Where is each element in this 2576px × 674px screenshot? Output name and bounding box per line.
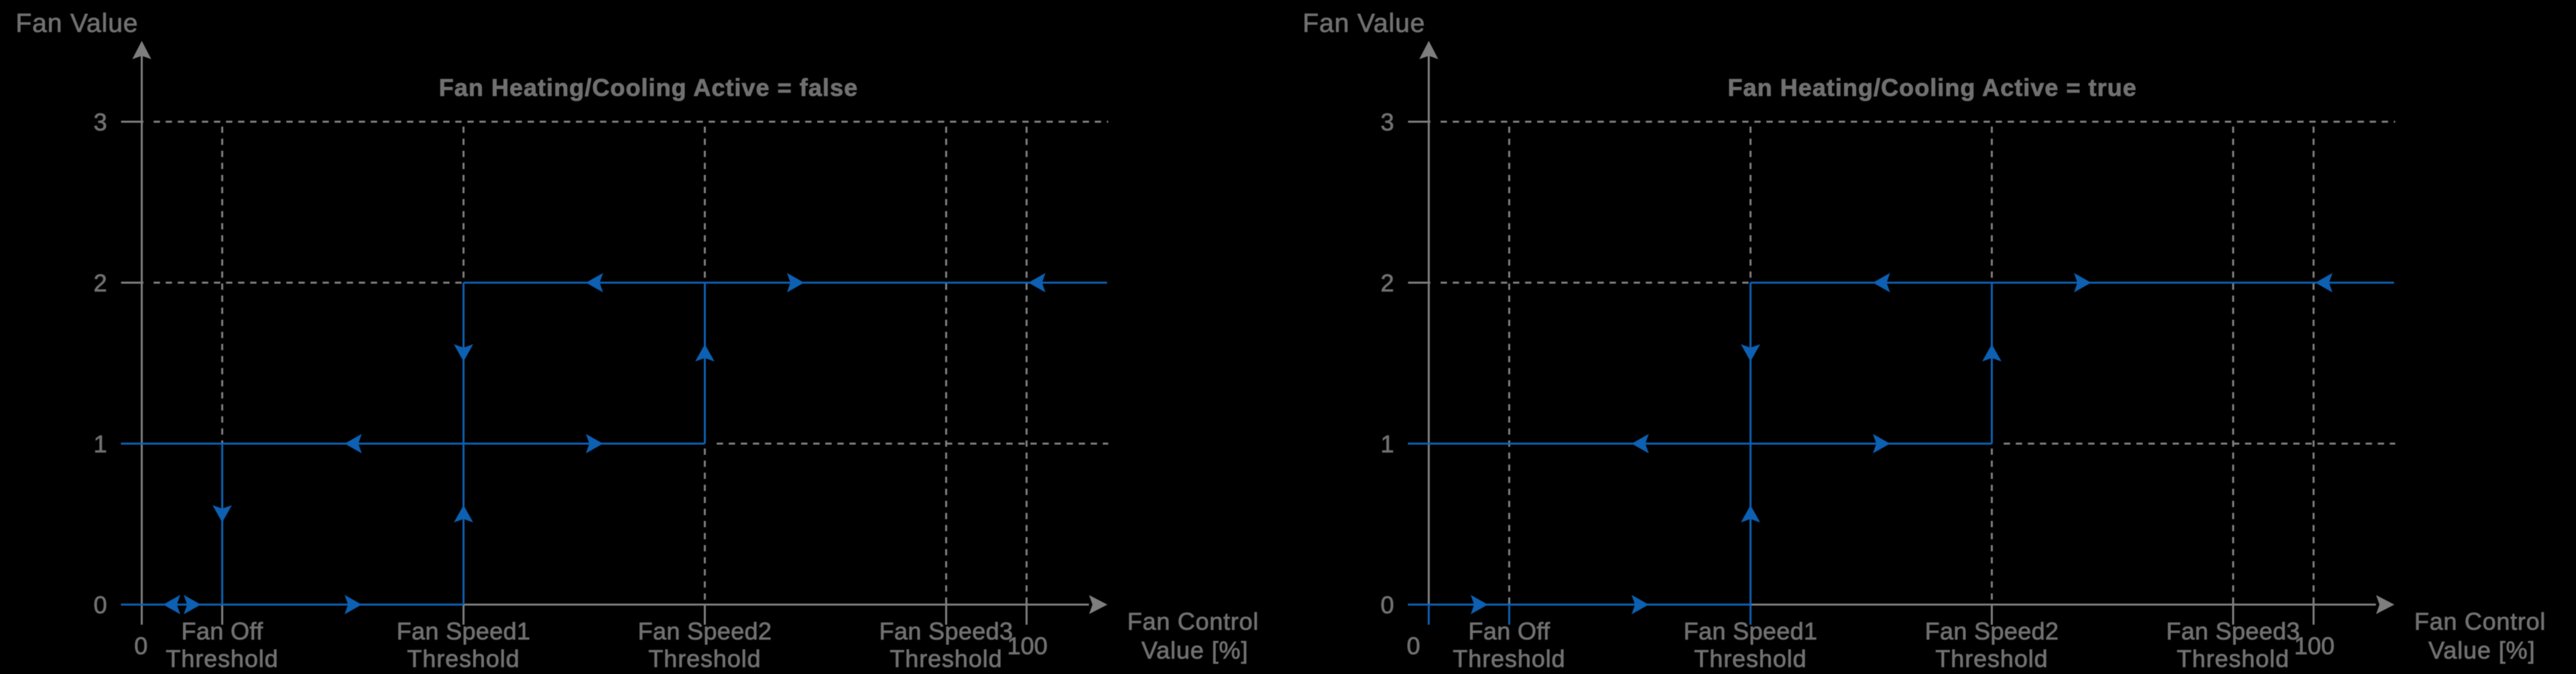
svg-text:Fan Control: Fan Control [2414, 608, 2546, 635]
svg-text:Threshold: Threshold [2176, 645, 2289, 673]
svg-text:Fan Value: Fan Value [1302, 9, 1425, 38]
svg-text:Fan Speed2: Fan Speed2 [1925, 617, 2059, 644]
svg-text:0: 0 [94, 591, 107, 618]
svg-text:3: 3 [1381, 108, 1394, 135]
svg-text:Threshold: Threshold [407, 645, 519, 673]
svg-text:Threshold: Threshold [166, 645, 278, 673]
svg-text:1: 1 [94, 430, 107, 457]
svg-text:Threshold: Threshold [1453, 645, 1565, 673]
svg-text:Fan Speed3: Fan Speed3 [879, 617, 1014, 644]
svg-text:100: 100 [1007, 632, 1048, 660]
svg-text:Threshold: Threshold [1935, 645, 2048, 673]
svg-text:Fan Value: Fan Value [15, 9, 138, 38]
svg-text:0: 0 [1381, 591, 1394, 618]
svg-text:Fan Speed3: Fan Speed3 [2166, 617, 2301, 644]
svg-text:Fan Off: Fan Off [1469, 617, 1551, 644]
svg-text:2: 2 [1381, 269, 1394, 296]
svg-text:100: 100 [2294, 632, 2335, 660]
svg-text:Fan Heating/Cooling Active = f: Fan Heating/Cooling Active = false [439, 74, 858, 101]
svg-text:Fan Speed1: Fan Speed1 [397, 617, 531, 644]
svg-text:Threshold: Threshold [648, 645, 761, 673]
svg-text:Fan Speed2: Fan Speed2 [638, 617, 772, 644]
svg-text:Fan Heating/Cooling Active = t: Fan Heating/Cooling Active = true [1728, 74, 2137, 101]
svg-text:0: 0 [1407, 632, 1420, 660]
svg-text:Fan Control: Fan Control [1127, 608, 1259, 635]
svg-text:Value [%]: Value [%] [2429, 636, 2536, 664]
svg-text:1: 1 [1381, 430, 1394, 457]
svg-text:0: 0 [134, 632, 147, 660]
svg-text:Value [%]: Value [%] [1142, 636, 1249, 664]
svg-text:Threshold: Threshold [890, 645, 1002, 673]
svg-text:3: 3 [94, 108, 107, 135]
svg-text:Fan Speed1: Fan Speed1 [1684, 617, 1818, 644]
svg-text:Fan Off: Fan Off [182, 617, 264, 644]
svg-text:2: 2 [94, 269, 107, 296]
svg-text:Threshold: Threshold [1694, 645, 1806, 673]
